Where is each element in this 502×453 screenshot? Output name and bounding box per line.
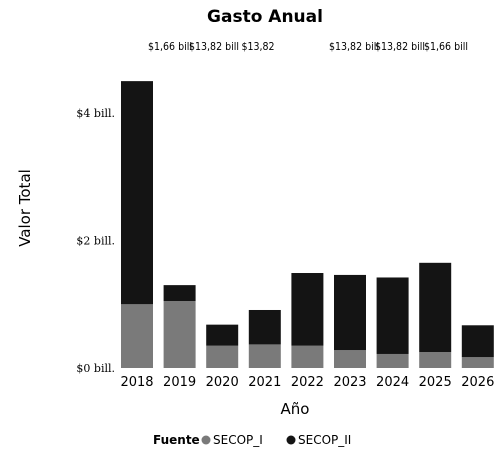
bar-secop-ii-2024 xyxy=(376,277,409,354)
bar-secop-i-2021 xyxy=(248,344,281,368)
x-tick-label: 2022 xyxy=(291,375,324,390)
bar-secop-ii-2020 xyxy=(206,324,239,346)
y-axis-ticks: $0 bill. $2 bill. $4 bill. xyxy=(76,107,115,375)
x-tick-label: 2019 xyxy=(163,375,196,390)
x-axis-ticks: 2018 2019 2020 2021 2022 2023 2024 2025 2026 xyxy=(120,375,494,390)
legend-marker-secop-i xyxy=(201,435,211,445)
legend: Fuente SECOP_I SECOP_II xyxy=(153,433,351,447)
bars xyxy=(121,81,494,368)
bar-secop-i-2026 xyxy=(461,357,494,368)
legend-marker-secop-ii xyxy=(286,435,296,445)
top-value-label: $13,82 bill xyxy=(189,41,239,53)
x-tick-label: 2023 xyxy=(333,375,366,390)
x-tick-label: 2026 xyxy=(461,375,494,390)
top-value-label: $1,66 bill xyxy=(424,41,468,53)
x-tick-label: 2025 xyxy=(419,375,452,390)
bar-secop-ii-2022 xyxy=(291,273,324,346)
x-tick-label: 2021 xyxy=(248,375,281,390)
y-tick-label: $0 bill. xyxy=(76,362,115,375)
bar-secop-i-2025 xyxy=(419,352,452,368)
bar-secop-i-2020 xyxy=(206,345,239,368)
chart-title: Gasto Anual xyxy=(207,7,323,27)
x-tick-label: 2024 xyxy=(376,375,409,390)
x-tick-label: 2020 xyxy=(206,375,239,390)
y-axis-title: Valor Total xyxy=(16,169,34,247)
bar-secop-i-2022 xyxy=(291,345,324,368)
bar-secop-ii-2021 xyxy=(248,309,281,345)
bar-secop-i-2024 xyxy=(376,353,409,368)
top-value-label: $1,66 bill xyxy=(148,41,192,53)
x-tick-label: 2018 xyxy=(120,375,153,390)
top-value-label: $13,82 xyxy=(241,41,274,53)
bar-secop-i-2023 xyxy=(334,350,366,368)
bar-secop-ii-2025 xyxy=(419,262,452,353)
legend-label-secop-i: SECOP_I xyxy=(213,433,263,447)
top-value-label: $13,82 bill xyxy=(375,41,425,53)
top-value-label: $13,82 bill xyxy=(329,41,379,53)
legend-title: Fuente xyxy=(153,433,200,447)
top-labels: $1,66 bill$13,82 bill $13,82 $13,82 bill$1… xyxy=(148,41,468,53)
bar-secop-ii-2026 xyxy=(461,325,494,358)
bar-secop-i-2019 xyxy=(163,301,196,368)
bar-secop-ii-2023 xyxy=(334,274,366,351)
legend-label-secop-ii: SECOP_II xyxy=(298,433,351,447)
y-tick-label: $4 bill. xyxy=(76,107,115,120)
y-tick-label: $2 bill. xyxy=(76,235,115,248)
x-axis-title: Año xyxy=(281,400,310,418)
bar-secop-i-2018 xyxy=(121,304,153,368)
bar-secop-ii-2019 xyxy=(163,285,196,302)
bar-secop-ii-2018 xyxy=(121,81,153,305)
